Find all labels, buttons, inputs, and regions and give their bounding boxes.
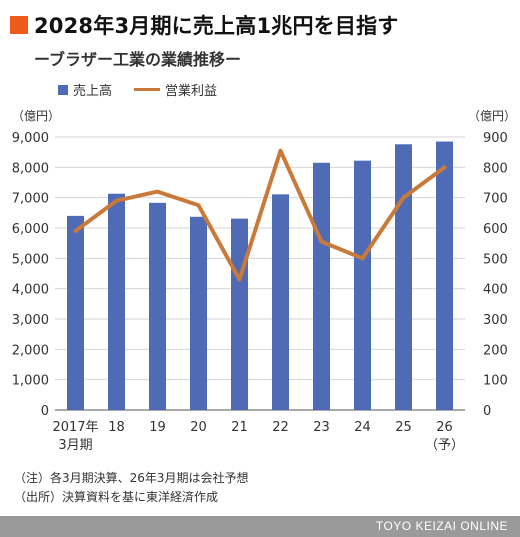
x-tick-label: 21 [231,420,248,435]
notes: （注）各3月期決算、26年3月期は会社予想 （出所）決算資料を基に東洋経済作成 [14,469,249,507]
note-line-1: （注）各3月期決算、26年3月期は会社予想 [14,471,249,485]
footer-brand: TOYO KEIZAI ONLINE [375,519,508,533]
left-tick-label: 3,000 [12,313,49,328]
right-tick-label: 100 [483,374,508,389]
left-tick-label: 1,000 [12,374,49,389]
right-tick-label: 500 [483,252,508,267]
combo-chart: 0 0 1,000 100 2,000 200 3,000 300 4,000 400 5,000 5… [12,131,508,453]
bar-sales [190,216,207,410]
bar-sales [313,162,330,410]
left-tick-label: 5,000 [12,252,49,267]
x-tick-label: 26 [436,420,453,435]
x-tick-label: 3月期 [58,438,92,453]
legend-line-label: 営業利益 [165,84,218,99]
legend-bar-label: 売上高 [73,84,113,99]
x-tick-label: 2017年 [52,420,98,435]
bar-sales [272,194,289,410]
right-tick-label: 800 [483,161,508,176]
left-axis-unit: （億円） [12,109,61,123]
x-tick-label: 23 [313,420,330,435]
footer-bar: TOYO KEIZAI ONLINE [0,516,520,537]
right-tick-label: 300 [483,313,508,328]
right-tick-label: 400 [483,283,508,298]
left-tick-label: 6,000 [12,222,49,237]
bar-sales [395,144,412,410]
right-tick-label: 0 [483,404,491,419]
bar-sales [67,215,84,410]
x-tick-label: 24 [354,420,371,435]
left-tick-label: 9,000 [12,131,49,146]
bar-sales [436,141,453,411]
right-tick-label: 700 [483,192,508,207]
legend-line-swatch [134,88,161,91]
left-tick-label: 8,000 [12,161,49,176]
x-tick-label: 22 [272,420,289,435]
x-tick-label: （予） [425,438,464,453]
right-tick-label: 600 [483,222,508,237]
title-marker [10,16,28,34]
note-line-2: （出所）決算資料を基に東洋経済作成 [14,490,219,504]
left-tick-label: 7,000 [12,192,49,207]
chart-subtitle: ーブラザー工業の業績推移ー [34,50,242,69]
right-tick-label: 900 [483,131,508,146]
chart-title: 2028年3月期に売上高1兆円を目指す [34,14,399,38]
bar-sales [354,160,371,410]
left-tick-label: 0 [41,404,49,419]
right-tick-label: 200 [483,343,508,358]
legend: 売上高 営業利益 [58,80,217,99]
bar-sales [149,202,166,410]
x-tick-label: 20 [190,420,207,435]
left-tick-label: 2,000 [12,343,49,358]
bar-sales [108,193,125,410]
right-axis-unit: （億円） [468,109,517,123]
x-tick-label: 25 [395,420,412,435]
line-operating-profit [73,148,447,282]
left-tick-label: 4,000 [12,283,49,298]
title-row: 2028年3月期に売上高1兆円を目指す [10,8,398,42]
legend-bar-swatch [58,84,68,95]
x-tick-label: 18 [108,420,125,435]
x-tick-label: 19 [149,420,166,435]
bar-sales [231,218,248,410]
